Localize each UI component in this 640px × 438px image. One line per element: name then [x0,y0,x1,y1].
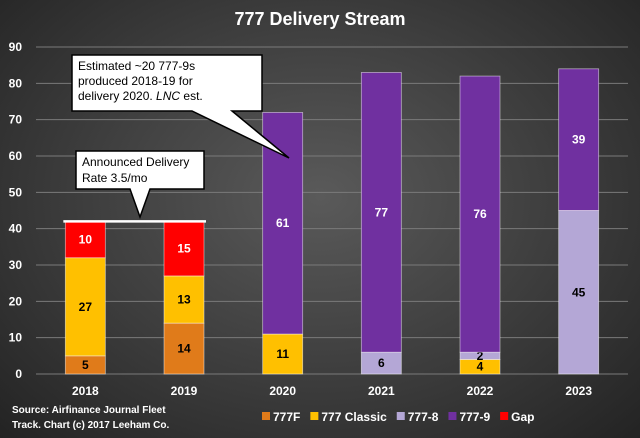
bar-segment [558,210,600,375]
y-tick-label: 80 [9,76,23,90]
x-tick-label: 2018 [72,384,99,398]
y-tick-label: 60 [9,149,23,163]
legend-swatch [310,412,319,420]
legend-label: Gap [511,410,534,424]
y-tick-label: 70 [9,113,23,127]
y-tick-label: 20 [9,294,23,308]
bar-segment [262,333,304,375]
legend-swatch [500,412,509,420]
legend-label: 777F [273,410,300,424]
bar-segment [262,112,304,335]
x-axis: 2018 2019 2020 2021 2022 2023 [72,384,592,398]
bar-segment [459,75,501,353]
data-label: 27 [79,300,93,314]
rate-callout-text: Announced Delivery [82,155,189,169]
y-tick-label: 90 [9,40,23,54]
data-label: 77 [375,205,389,219]
source-line-1: Source: Airfinance Journal Fleet [12,405,166,416]
data-label: 6 [378,356,385,370]
source-line-2: Track. Chart (c) 2017 Leeham Co. [12,420,170,431]
bar-segment [163,322,205,375]
legend-swatch [396,412,405,420]
legend-swatch [448,412,457,420]
data-label: 39 [572,133,586,147]
bars: 5 27 10 14 13 15 11 61 6 77 42 76 45 39 [64,68,600,375]
x-tick-label: 2022 [467,384,494,398]
x-tick-label: 2023 [565,384,592,398]
estimate-callout-text: produced 2018-19 for [78,74,193,88]
rate-callout-text: Rate 3.5/mo [82,171,148,185]
data-label: 13 [177,293,191,307]
y-tick-label: 50 [9,185,23,199]
annotations: Announced Delivery Rate 3.5/mo Estimated ~… [63,54,290,223]
data-label: 61 [276,216,290,230]
bar-segment [360,72,402,353]
legend-swatch [262,412,270,420]
y-tick-label: 0 [15,367,22,381]
data-label: 10 [79,233,93,247]
data-label: 4 [477,360,484,374]
data-label: 15 [177,242,191,256]
legend-label: 777-9 [459,410,490,424]
x-tick-label: 2021 [368,384,395,398]
data-label: 14 [177,342,191,356]
legend-label: 777-8 [408,410,439,424]
bar-segment [163,275,205,324]
chart-title: 777 Delivery Stream [234,9,405,29]
data-label: 11 [276,347,289,361]
data-label: 5 [82,358,89,372]
data-label: 45 [572,285,586,299]
bar-segment [64,220,106,259]
legend-label: 777 Classic [321,410,387,424]
x-tick-label: 2019 [171,384,198,398]
y-tick-label: 30 [9,258,23,272]
source-note: Source: Airfinance Journal Fleet Track. … [12,405,170,431]
rate-callout-box [75,150,205,220]
y-tick-label: 40 [9,222,23,236]
bar-segment [64,257,106,357]
estimate-callout-box [71,54,290,159]
estimate-callout-text: Estimated ~20 777-9s [78,59,195,73]
legend: 777F 777 Classic 777-8 777-9 Gap [262,410,535,424]
data-label: 76 [473,207,487,221]
y-axis: 0 10 20 30 40 50 60 70 80 90 [9,40,23,381]
data-label: 2 [477,349,484,363]
y-tick-label: 10 [9,331,23,345]
x-tick-label: 2020 [269,384,296,398]
bar-segment [558,68,600,211]
bar-segment [163,220,205,277]
estimate-callout-text: delivery 2020. LNC est. [78,89,203,103]
